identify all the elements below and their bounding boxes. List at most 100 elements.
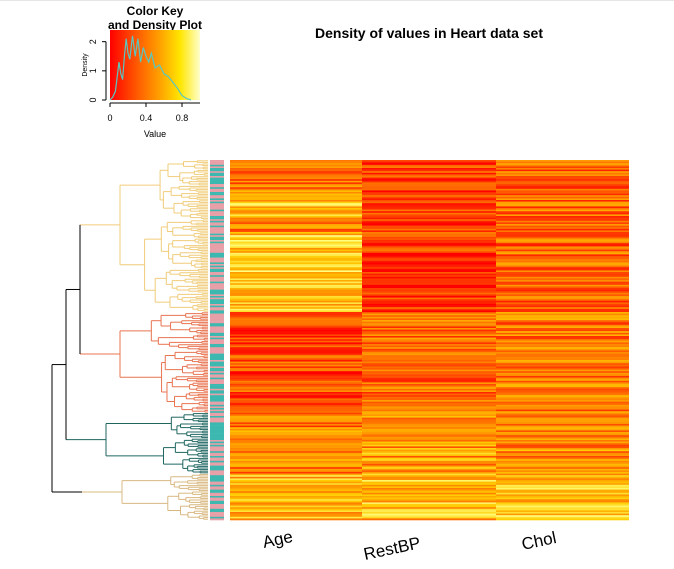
key-y-tick-label: 1: [88, 68, 98, 73]
color-key-ylabel: Density: [82, 53, 89, 77]
heatmap-cell: [496, 464, 629, 466]
heatmap-cell: [496, 273, 629, 276]
heatmap-cell: [362, 355, 496, 358]
heatmap-cell: [496, 315, 629, 318]
heatmap-cell: [496, 305, 629, 308]
heatmap-cell: [230, 313, 362, 316]
heatmap-cell: [496, 164, 629, 167]
heatmap-cell: [496, 440, 629, 442]
row-side-color-cell: [210, 408, 224, 410]
heatmap-cell: [362, 401, 496, 404]
heatmap-cell: [230, 308, 362, 311]
heatmap-cell: [362, 305, 496, 308]
heatmap-cell: [230, 190, 362, 193]
heatmap-cell: [362, 518, 496, 521]
heatmap-cell: [230, 259, 362, 262]
color-key-xlabel: Value: [144, 129, 166, 139]
heatmap-cell: [496, 331, 629, 334]
heatmap-cell: [362, 470, 496, 473]
heatmap-cell: [362, 420, 496, 423]
heatmap-cell: [230, 457, 362, 460]
heatmap-cell: [230, 176, 362, 178]
row-side-color-cell: [210, 403, 224, 406]
row-side-color-cell: [210, 292, 224, 295]
row-side-color-cell: [210, 486, 224, 489]
heatmap-cell: [496, 169, 629, 172]
heatmap-cell: [496, 276, 629, 279]
heatmap-cell: [362, 184, 496, 186]
row-side-color-cell: [210, 480, 224, 482]
row-side-color-cell: [210, 289, 224, 292]
heatmap-cell: [362, 196, 496, 199]
heatmap-cell: [362, 467, 496, 470]
heatmap-cell: [230, 232, 362, 234]
heatmap-cell: [230, 288, 362, 290]
heatmap-cell: [496, 376, 629, 378]
row-side-color-cell: [210, 374, 224, 377]
heatmap-cell: [230, 515, 362, 518]
heatmap-cell: [362, 251, 496, 254]
heatmap-cell: [362, 468, 496, 471]
heatmap-cell: [496, 166, 629, 169]
heatmap-cell: [496, 334, 629, 337]
row-side-color-cell: [210, 491, 224, 494]
heatmap-cell: [230, 222, 362, 225]
row-side-color-cell: [210, 222, 224, 225]
heatmap-cell: [362, 497, 496, 500]
heatmap-cell: [362, 212, 496, 215]
heatmap-cell: [496, 312, 629, 314]
row-side-color-cell: [210, 387, 224, 390]
heatmap-cell: [362, 360, 496, 362]
heatmap-cell: [496, 292, 629, 295]
heatmap-cell: [230, 265, 362, 268]
heatmap-cell: [230, 508, 362, 511]
heatmap-cell: [496, 336, 629, 338]
heatmap-cell: [230, 411, 362, 414]
row-side-color-cell: [210, 444, 224, 447]
heatmap-cell: [230, 476, 362, 479]
heatmap-cell: [496, 161, 629, 164]
heatmap-cell: [496, 360, 629, 362]
heatmap-cell: [362, 516, 496, 519]
heatmap-cell: [496, 195, 629, 198]
heatmap-cell: [362, 494, 496, 497]
heatmap-cell: [230, 454, 362, 457]
heatmap-cell: [230, 352, 362, 354]
row-side-color-cell: [210, 264, 224, 266]
heatmap-cell: [496, 188, 629, 191]
row-side-color-cell: [210, 489, 224, 492]
heatmap-cell: [230, 332, 362, 335]
row-side-color-cell: [210, 217, 224, 220]
heatmap-cell: [230, 400, 362, 402]
heatmap-cell: [230, 372, 362, 375]
heatmap-cell: [362, 486, 496, 489]
row-side-color-cell: [210, 300, 224, 303]
heatmap-cell: [230, 342, 362, 345]
heatmap-cell: [362, 232, 496, 234]
heatmap-cell: [362, 491, 496, 494]
heatmap-cell: [230, 364, 362, 367]
row-side-color-cell: [210, 497, 224, 500]
heatmap-cell: [362, 406, 496, 409]
heatmap-cell: [362, 473, 496, 476]
row-side-color-cell: [210, 352, 224, 354]
heatmap-cell: [496, 403, 629, 406]
heatmap-cell: [230, 443, 362, 446]
heatmap-cell: [230, 292, 362, 295]
heatmap-cell: [362, 475, 496, 478]
heatmap-cell: [230, 518, 362, 521]
heatmap-cell: [362, 444, 496, 447]
heatmap-cell: [362, 163, 496, 166]
heatmap-cell: [496, 507, 629, 510]
heatmap-cell: [362, 390, 496, 393]
row-side-color-cell: [210, 275, 224, 278]
row-side-color-cell: [210, 414, 224, 417]
heatmap-cell: [362, 312, 496, 314]
heatmap-cell: [230, 350, 362, 353]
row-side-color-cell: [210, 304, 224, 306]
heatmap-cell: [230, 424, 362, 426]
heatmap-cell: [362, 208, 496, 210]
heatmap-cell: [496, 228, 629, 231]
heatmap-cell: [362, 500, 496, 503]
heatmap-cell: [496, 256, 629, 258]
